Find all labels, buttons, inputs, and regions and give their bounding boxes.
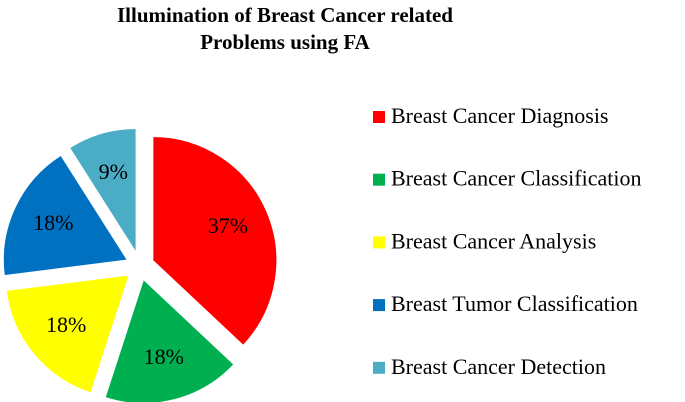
legend-label: Breast Cancer Analysis — [391, 228, 596, 253]
legend-swatch — [373, 361, 385, 374]
legend-swatch — [373, 173, 385, 186]
data-label: 18% — [144, 344, 184, 369]
legend-label: Breast Cancer Classification — [391, 166, 641, 191]
data-label: 18% — [33, 210, 73, 235]
pie-slice — [152, 135, 278, 347]
legend-label: Breast Cancer Detection — [391, 354, 606, 379]
pie-slice — [5, 274, 130, 394]
data-label: 18% — [46, 312, 86, 337]
data-label: 9% — [99, 159, 128, 184]
chart-title: Illumination of Breast Cancer related Pr… — [117, 3, 453, 54]
legend-label: Breast Tumor Classification — [391, 291, 638, 316]
pie-slice — [68, 128, 137, 255]
legend-label: Breast Cancer Diagnosis — [391, 103, 609, 128]
legend-swatch — [373, 111, 385, 123]
legend-swatch — [373, 236, 385, 249]
legend-swatch — [373, 299, 385, 312]
data-label: 37% — [208, 213, 248, 238]
pie-slice — [2, 154, 129, 277]
pie-slice — [104, 278, 235, 402]
